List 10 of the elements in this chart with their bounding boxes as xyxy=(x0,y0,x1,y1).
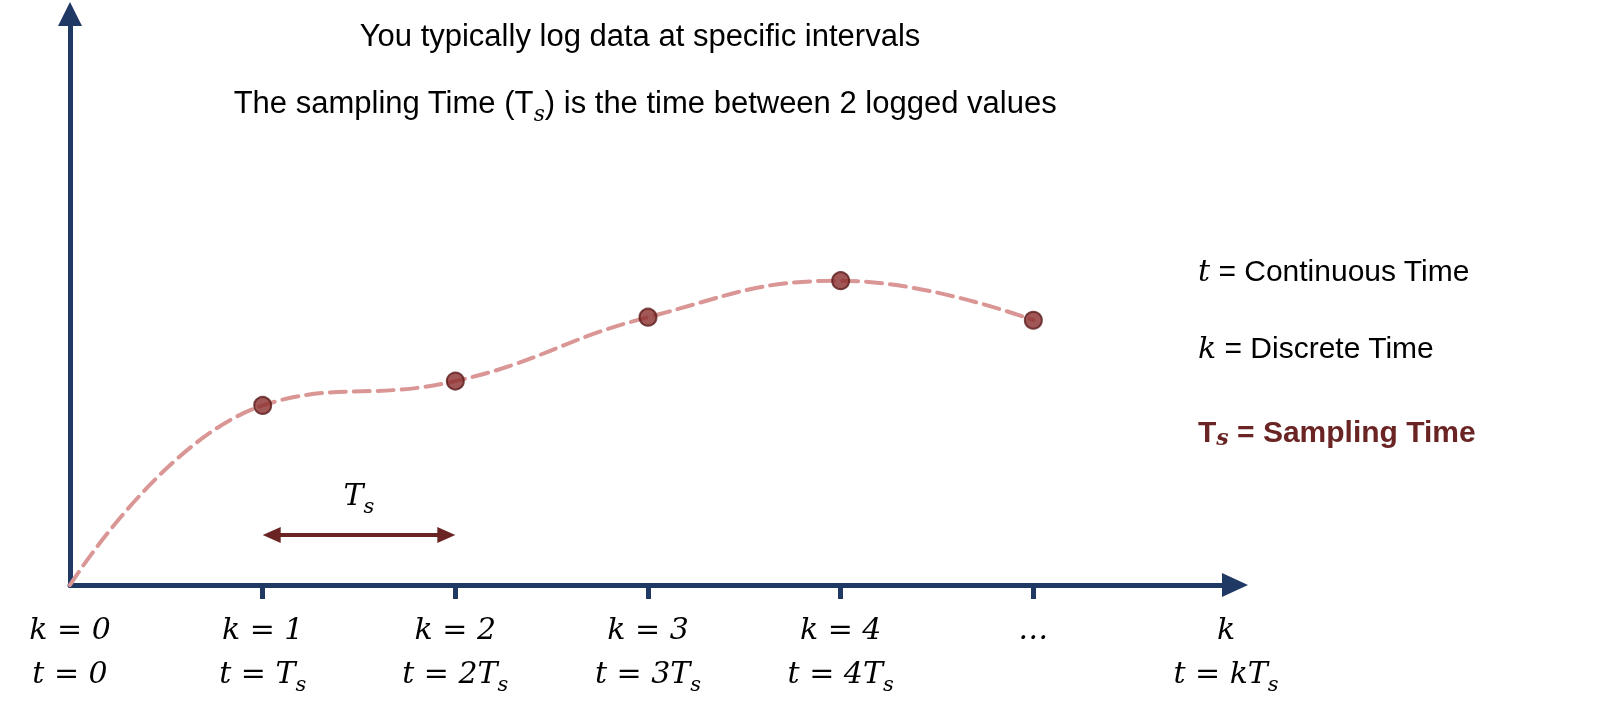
x-tick-label: … xyxy=(1018,611,1049,647)
point xyxy=(831,271,851,291)
point xyxy=(1023,310,1043,330)
x-tick-label: k = 0 t = 0 xyxy=(29,611,111,690)
chart-title: You typically log data at specific intervals xyxy=(359,17,921,53)
annotation: k = Discrete Time xyxy=(1198,329,1434,365)
annotation: t = Continuous Time xyxy=(1198,252,1470,288)
point xyxy=(638,307,658,327)
point xyxy=(253,395,273,415)
point xyxy=(445,371,465,391)
